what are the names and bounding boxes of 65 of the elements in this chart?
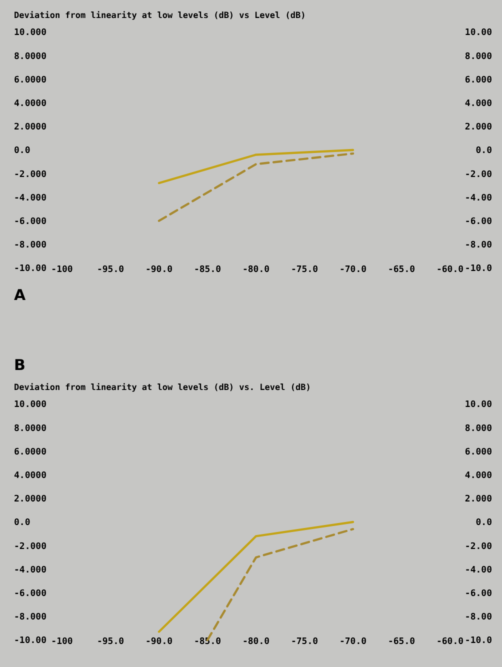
text: B [14,356,26,374]
y-tick-label: 0.0 [14,146,30,156]
y-tick-label: -6.000 [14,588,47,599]
y2-tick-label: -4.00 [464,565,492,576]
y2-tick-label: 8.000 [464,52,492,62]
y2-tick-label: -2.00 [464,542,492,552]
y-tick-label: -2.000 [14,170,47,180]
y-tick-label: -8.000 [14,240,47,251]
chart-title: Deviation from linearity at low levels (dB) vs Level (dB) [14,11,306,21]
y-tick-label: 2.0000 [14,494,47,505]
y-tick-label: 4.0000 [14,470,47,481]
y2-tick-label: 6.000 [464,447,492,458]
x-tick-label: -80.0 [242,637,270,647]
x-tick-label: -60.0 [436,265,464,275]
y-tick-label: 10.000 [14,28,47,38]
y2-tick-label: -6.00 [464,216,492,227]
y2-tick-label: -10.0 [464,636,492,646]
x-tick-label: -80.0 [242,265,270,275]
x-tick-label: -65.0 [388,637,416,647]
x-tick-label: -75.0 [290,637,318,647]
y2-tick-label: 4.000 [464,470,492,481]
y2-tick-label: -2.00 [464,170,492,180]
y2-tick-label: -4.00 [464,193,492,204]
y-tick-label: 6.0000 [14,447,47,458]
y2-tick-label: 0.0 [476,146,492,156]
y2-tick-label: 2.000 [464,494,492,505]
y2-tick-label: 0.0 [476,518,492,528]
y2-tick-label: 10.00 [464,28,492,38]
y-tick-label: 10.000 [14,400,47,410]
x-tick-label: -100 [51,637,73,647]
y-tick-label: -6.000 [14,216,47,227]
y2-tick-label: 10.00 [464,400,492,410]
x-tick-label: -95.0 [96,637,124,647]
y-tick-label: -4.000 [14,193,47,204]
y-tick-label: 4.0000 [14,98,47,109]
y-tick-label: 8.0000 [14,424,47,434]
y2-tick-label: 4.000 [464,98,492,109]
y-tick-label: -4.000 [14,565,47,576]
x-tick-label: -70.0 [339,637,367,647]
x-tick-label: -100 [51,265,73,275]
y2-tick-label: 2.000 [464,122,492,133]
y2-tick-label: -8.00 [464,612,492,623]
text: A [14,286,26,304]
y-tick-label: 0.0 [14,518,30,528]
x-tick-label: -95.0 [96,265,124,275]
x-tick-label: -90.0 [145,637,173,647]
y-tick-label: -8.000 [14,612,47,623]
x-tick-label: -90.0 [145,265,173,275]
y2-tick-label: -8.00 [464,240,492,251]
y-tick-label: -2.000 [14,542,47,552]
x-tick-label: -60.0 [436,637,464,647]
y-tick-label: -10.00 [14,636,47,646]
y-tick-label: -10.00 [14,264,47,274]
y2-tick-label: 6.000 [464,75,492,86]
chart-title: Deviation from linearity at low levels (dB) vs. Level (dB) [14,383,311,393]
x-tick-label: -85.0 [194,265,222,275]
x-tick-label: -70.0 [339,265,367,275]
y-tick-label: 6.0000 [14,75,47,86]
y2-tick-label: 8.000 [464,424,492,434]
x-tick-label: -75.0 [290,265,318,275]
x-tick-label: -65.0 [388,265,416,275]
y-tick-label: 8.0000 [14,52,47,62]
y2-tick-label: -10.0 [464,264,492,274]
y-tick-label: 2.0000 [14,122,47,133]
y2-tick-label: -6.00 [464,588,492,599]
